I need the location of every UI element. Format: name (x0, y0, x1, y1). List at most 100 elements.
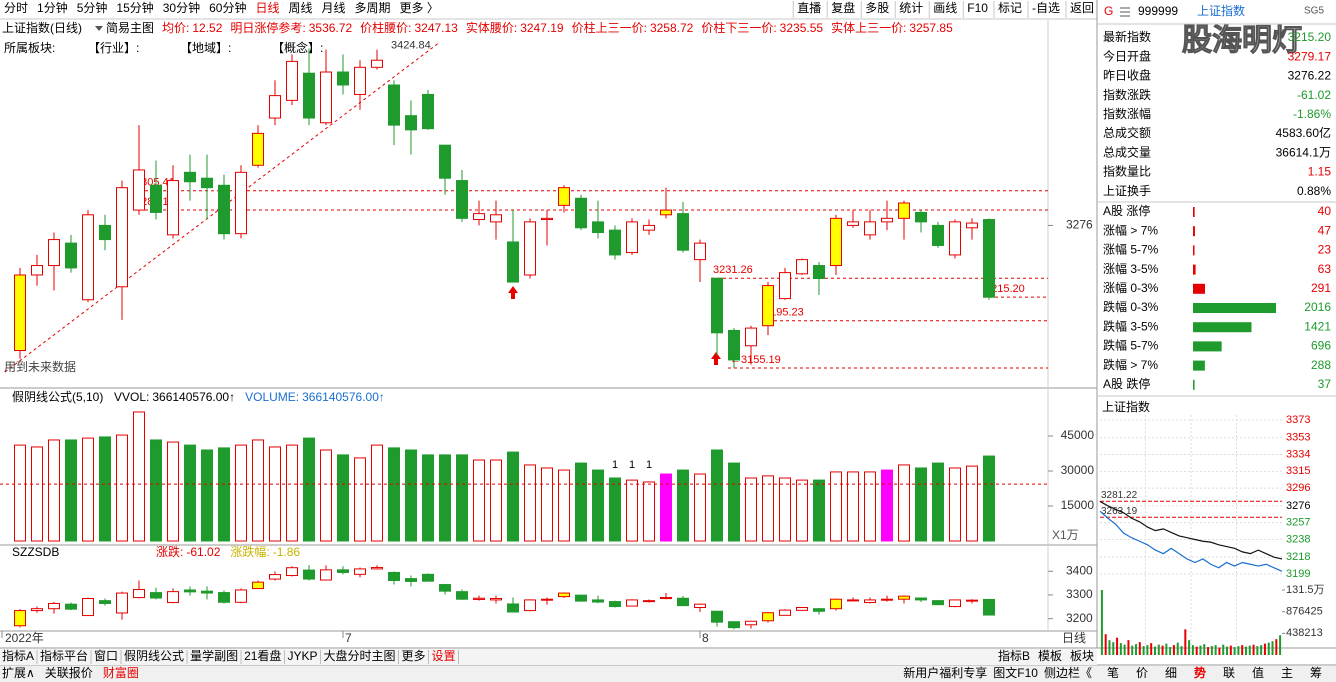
candle-body (626, 599, 638, 607)
volume-bar (524, 464, 536, 542)
footer-tab[interactable]: 关联报价 (45, 665, 93, 680)
candle-body (609, 601, 621, 608)
toolbar-button[interactable]: 返回 (1070, 1, 1094, 15)
volume-bar (575, 462, 587, 542)
indicator-tab[interactable]: 设置 (431, 649, 455, 663)
candle-body (116, 592, 128, 614)
indicator-tab[interactable]: 21看盘 (244, 648, 281, 663)
toolbar-button[interactable]: -自选 (1032, 1, 1060, 15)
indicator-tab[interactable]: 量学副图 (190, 648, 238, 663)
candle-body (864, 221, 876, 236)
toolbar-button[interactable]: 统计 (899, 1, 923, 15)
candle-body (320, 569, 332, 581)
period-tab[interactable]: 更多 〉 (400, 1, 439, 15)
footer-link[interactable]: 侧边栏《 (1044, 665, 1092, 680)
breadth-count: 40 (1318, 204, 1332, 218)
indicator-tab[interactable]: 指标A (2, 648, 34, 663)
side-tab[interactable]: 主 (1281, 666, 1293, 680)
indicator-tab[interactable]: 指标B (998, 648, 1030, 663)
period-tab[interactable]: 周线 (288, 1, 312, 15)
indicator-tab[interactable]: 假阴线公式 (124, 649, 184, 663)
toolbar-button[interactable]: 多股 (865, 1, 889, 15)
volume-bar (150, 439, 162, 542)
side-tab[interactable]: 筹 (1310, 666, 1322, 680)
candle-body (711, 277, 723, 334)
candle-body (541, 217, 553, 221)
sector-label: 所属板块: (4, 41, 55, 55)
side-tab[interactable]: 笔 (1107, 665, 1119, 680)
candle-body (779, 272, 791, 300)
candle-body (303, 569, 315, 580)
candle-body (728, 621, 740, 629)
candle-body (116, 187, 128, 288)
indicator-tab[interactable]: 指标平台 (40, 648, 88, 663)
footer-tab[interactable]: 财富圈 (103, 665, 139, 680)
candle-body (48, 239, 60, 267)
period-tab[interactable]: 1分钟 (37, 0, 68, 15)
volume-marker: 1 (629, 459, 635, 471)
footer-link[interactable]: 新用户福利专享 (903, 665, 987, 680)
info-value: 12.52 (192, 21, 222, 35)
footer-tab[interactable]: 扩展∧ (2, 666, 35, 680)
indicator-tab[interactable]: 窗口 (94, 649, 118, 663)
candle-body (915, 211, 927, 223)
minute-volume-bar (1116, 637, 1119, 655)
period-tab[interactable]: 日线 (255, 1, 279, 15)
side-tab[interactable]: 势 (1194, 665, 1206, 680)
breadth-label: 涨幅 3-5% (1103, 261, 1159, 276)
candle-body (150, 592, 162, 599)
minute-volume-bar (1233, 647, 1236, 655)
period-tab[interactable]: 分时 (4, 1, 28, 15)
minute-volume-bar (1138, 642, 1141, 655)
side-tab[interactable]: 联 (1223, 666, 1235, 680)
indicator-tab[interactable]: 板块 (1070, 649, 1094, 663)
panel-name: SZZSDB (12, 545, 59, 559)
breadth-bar (1193, 283, 1205, 294)
y-tick-label: 3200 (1066, 611, 1093, 625)
minute-volume-bar (1188, 640, 1191, 655)
candle-body (983, 219, 995, 298)
toolbar-button[interactable]: 复盘 (831, 0, 855, 15)
breadth-count: 23 (1318, 243, 1332, 257)
minute-volume-bar (1123, 644, 1126, 655)
volume-bar (218, 447, 230, 542)
volume-bar (116, 434, 128, 542)
indicator-tab[interactable]: 模板 (1038, 649, 1062, 663)
candle-body (201, 177, 213, 189)
period-tab[interactable]: 月线 (322, 1, 346, 15)
candle-body (473, 213, 485, 221)
candle-body (14, 610, 26, 627)
candle-body (490, 214, 502, 223)
toolbar-button[interactable]: 画线 (933, 1, 957, 15)
side-tab[interactable]: 细 (1165, 666, 1177, 680)
footer-bg (0, 666, 1336, 682)
period-tab[interactable]: 15分钟 (116, 0, 153, 15)
candle-body (847, 599, 859, 602)
dropdown-icon (95, 26, 103, 31)
toolbar-button[interactable]: F10 (967, 1, 988, 15)
sub-value: -1.86 (273, 545, 301, 559)
candle-body (184, 589, 196, 593)
footer-link[interactable]: 图文F10 (993, 665, 1038, 680)
candle-body (966, 222, 978, 229)
date-label: 2022年 (5, 631, 44, 645)
side-tab[interactable]: 值 (1252, 665, 1264, 680)
indicator-tab[interactable]: 更多 (401, 649, 425, 663)
template-name[interactable]: 简易主图 (106, 21, 154, 35)
period-tab[interactable]: 多周期 (355, 1, 391, 15)
period-tab[interactable]: 5分钟 (77, 0, 108, 15)
quote-value: 36614.1万 (1276, 145, 1331, 159)
volume-bar (779, 477, 791, 542)
side-tab[interactable]: 价 (1136, 666, 1148, 680)
indicator-tab[interactable]: JYKP (287, 649, 317, 663)
indicator-tab[interactable]: 大盘分时主图 (323, 648, 395, 663)
candle-body (337, 569, 349, 573)
candle-body (167, 591, 179, 604)
toolbar-button[interactable]: 直播 (797, 1, 821, 15)
quote-value: 1.15 (1308, 165, 1332, 179)
candle-body (524, 221, 536, 276)
period-tab[interactable]: 60分钟 (209, 0, 246, 15)
period-tab[interactable]: 30分钟 (163, 0, 200, 15)
toolbar-button[interactable]: 标记 (998, 1, 1022, 15)
